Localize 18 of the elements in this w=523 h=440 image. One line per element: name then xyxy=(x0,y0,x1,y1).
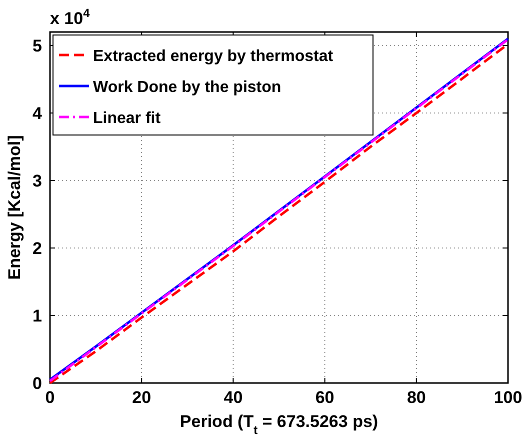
x-tick-label: 100 xyxy=(494,388,522,407)
y-tick-label: 4 xyxy=(32,104,43,123)
text: x 10$^{4}$ xyxy=(50,6,90,28)
x-tick-label: 20 xyxy=(132,388,152,407)
y-tick-label: 3 xyxy=(32,172,42,190)
x-axis-title: Period (T$_{t}$ = 673.5263 ps) xyxy=(180,412,378,437)
legend-label: Linear fit xyxy=(93,110,162,127)
y-tick-label: 1 xyxy=(32,306,42,326)
x-tick-label: 80 xyxy=(406,388,426,407)
legend-label: Work Done by the piston xyxy=(93,79,282,96)
y-tick-label: 2 xyxy=(32,239,42,258)
x-tick-label: 60 xyxy=(315,388,334,407)
y-tick-label: 5 xyxy=(32,36,42,56)
legend-label: Extracted energy by thermostat xyxy=(93,48,334,65)
x-tick-label: 0 xyxy=(45,388,55,407)
y-axis-title: Energy [Kcal/mol] xyxy=(5,135,24,280)
y-tick-label: 0 xyxy=(32,374,42,393)
x-tick-label: 40 xyxy=(224,388,243,407)
